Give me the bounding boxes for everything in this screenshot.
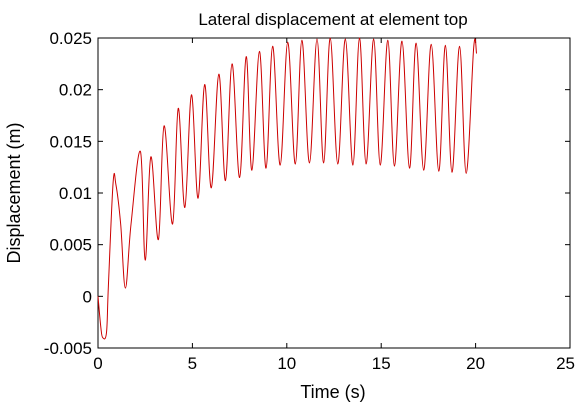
y-tick-label: 0.015 (49, 132, 92, 151)
y-axis-label: Displacement (m) (4, 122, 24, 263)
x-tick-label: 20 (466, 354, 485, 373)
chart-title: Lateral displacement at element top (198, 10, 467, 29)
y-tick-label: 0.005 (49, 236, 92, 255)
x-tick-label: 5 (188, 354, 197, 373)
y-tick-label: 0.025 (49, 29, 92, 48)
series-line (97, 37, 478, 340)
y-tick-label: 0 (83, 287, 92, 306)
x-tick-label: 15 (372, 354, 391, 373)
x-axis-ticks: 0 5 10 15 20 25 (93, 38, 575, 373)
x-axis-label: Time (s) (300, 382, 365, 402)
y-tick-label: -0.005 (44, 339, 92, 358)
plot-area (97, 37, 571, 349)
y-axis-ticks: -0.005 0 0.005 0.01 0.015 0.02 0.025 (44, 29, 570, 358)
y-tick-label: 0.01 (59, 184, 92, 203)
x-tick-label: 25 (556, 354, 575, 373)
x-tick-label: 0 (93, 354, 102, 373)
y-tick-label: 0.02 (59, 81, 92, 100)
x-tick-label: 10 (277, 354, 296, 373)
